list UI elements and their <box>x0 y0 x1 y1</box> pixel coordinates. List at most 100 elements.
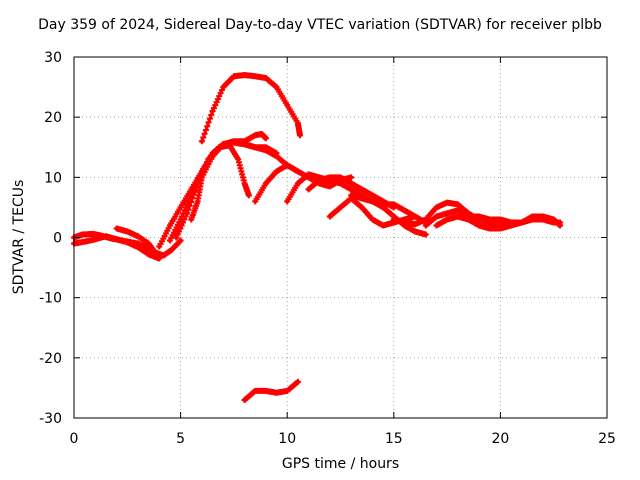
data-point <box>135 241 140 246</box>
data-point <box>242 397 247 402</box>
data-point <box>434 214 439 219</box>
chart-title: Day 359 of 2024, Sidereal Day-to-day VTE… <box>38 17 602 33</box>
data-point <box>295 379 300 384</box>
data-point <box>274 390 279 395</box>
data-point <box>80 232 85 237</box>
data-point <box>359 205 364 210</box>
data-point <box>402 208 407 213</box>
data-point <box>146 241 151 246</box>
data-point <box>135 234 140 239</box>
data-point <box>413 222 418 227</box>
data-point <box>210 109 215 114</box>
data-point <box>327 214 332 219</box>
x-tick-label: 20 <box>491 431 509 447</box>
data-point <box>391 205 396 210</box>
y-tick-label: 10 <box>44 170 62 186</box>
data-point <box>199 139 204 144</box>
data-point <box>455 208 460 213</box>
data-point <box>349 175 354 180</box>
data-point <box>91 231 96 236</box>
data-point <box>157 244 162 249</box>
data-point <box>381 223 386 228</box>
y-tick-label: 20 <box>44 110 62 126</box>
data-point <box>210 154 215 159</box>
data-point <box>178 205 183 210</box>
data-point <box>253 74 258 79</box>
data-point <box>381 205 386 210</box>
data-point <box>487 217 492 222</box>
data-point <box>82 239 87 244</box>
x-tick-label: 5 <box>176 431 185 447</box>
axis-ticks <box>73 56 608 419</box>
data-point <box>274 169 279 174</box>
data-point <box>285 199 290 204</box>
data-point <box>178 238 183 243</box>
data-point <box>167 223 172 228</box>
data-point <box>253 145 258 150</box>
data-point <box>99 233 104 238</box>
data-point <box>327 175 332 180</box>
data-point <box>541 214 546 219</box>
data-point <box>199 175 204 180</box>
data-point <box>370 199 375 204</box>
data-point <box>263 136 268 141</box>
data-point <box>317 178 322 183</box>
data-point <box>259 132 264 137</box>
x-tick-label: 0 <box>70 431 79 447</box>
data-point <box>274 151 279 156</box>
data-point <box>558 223 563 228</box>
data-point <box>263 388 268 393</box>
data-point <box>455 202 460 207</box>
axis-tick-labels: 0 5 10 15 20 25 -30 -20 -10 0 10 20 30 <box>39 50 616 447</box>
data-point <box>242 73 247 78</box>
data-point <box>295 181 300 186</box>
data-point <box>466 214 471 219</box>
data-point <box>263 76 268 81</box>
series-track-8 <box>198 72 303 145</box>
data-point <box>167 238 172 243</box>
data-point <box>498 217 503 222</box>
x-tick-label: 25 <box>598 431 616 447</box>
series-track-15 <box>433 213 564 232</box>
data-point <box>253 388 258 393</box>
data-point <box>423 232 428 237</box>
data-point <box>498 226 503 231</box>
data-point <box>391 217 396 222</box>
series-track-7 <box>188 139 280 223</box>
data-point <box>381 199 386 204</box>
data-point <box>551 217 556 222</box>
data-point <box>477 214 482 219</box>
data-point <box>349 181 354 186</box>
data-point <box>445 200 450 205</box>
data-point <box>297 133 302 138</box>
data-point <box>423 223 428 228</box>
y-tick-label: -10 <box>39 291 62 307</box>
data-point <box>445 217 450 222</box>
data-point <box>445 211 450 216</box>
data-point <box>509 220 514 225</box>
data-point <box>274 85 279 90</box>
data-point <box>349 193 354 198</box>
data-point <box>125 229 130 234</box>
data-point <box>306 172 311 177</box>
data-point <box>434 223 439 228</box>
data-point <box>189 217 194 222</box>
data-points <box>71 72 564 403</box>
data-point <box>93 237 98 242</box>
data-point <box>221 85 226 90</box>
data-point <box>413 214 418 219</box>
data-point <box>338 175 343 180</box>
series-track-17 <box>241 378 301 403</box>
data-point <box>327 184 332 189</box>
data-point <box>413 229 418 234</box>
data-point <box>455 214 460 219</box>
data-point <box>110 236 115 241</box>
y-tick-label: -30 <box>39 411 62 427</box>
x-tick-label: 10 <box>278 431 296 447</box>
data-point <box>246 193 251 198</box>
data-point <box>174 235 179 240</box>
y-axis-label: SDTVAR / TECUs <box>11 179 27 295</box>
series-track-16 <box>422 207 515 229</box>
series-track-11 <box>305 174 397 211</box>
